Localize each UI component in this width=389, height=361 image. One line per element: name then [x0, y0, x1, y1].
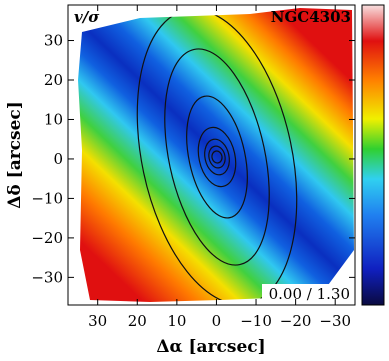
x-tick-label: −30	[319, 312, 351, 330]
x-tick-label: 20	[128, 312, 147, 330]
y-tick-label: 10	[44, 110, 63, 128]
x-tick-label: 10	[167, 312, 186, 330]
y-tick-label: 30	[44, 32, 63, 50]
y-axis-label: Δδ [arcsec]	[5, 101, 25, 209]
x-tick-label: 0	[212, 312, 222, 330]
y-tick-label: −10	[31, 189, 63, 207]
quantity-label: v/σ	[74, 8, 100, 26]
y-tick-label: 0	[53, 150, 63, 168]
y-tick-label: 20	[44, 71, 63, 89]
colorbar	[361, 4, 385, 306]
range-box	[262, 284, 354, 304]
plot-frame	[67, 4, 356, 306]
color-range-label: 0.00 / 1.30	[269, 285, 350, 303]
x-axis-label: Δα [arcsec]	[156, 337, 265, 357]
x-tick-label: −10	[240, 312, 272, 330]
x-tick-label: 30	[88, 312, 107, 330]
y-tick-label: −30	[31, 268, 63, 286]
x-tick-label: −20	[280, 312, 312, 330]
velocity-map	[78, 8, 354, 302]
y-tick-label: −20	[31, 229, 63, 247]
chart-title: NGC4303	[271, 8, 351, 26]
